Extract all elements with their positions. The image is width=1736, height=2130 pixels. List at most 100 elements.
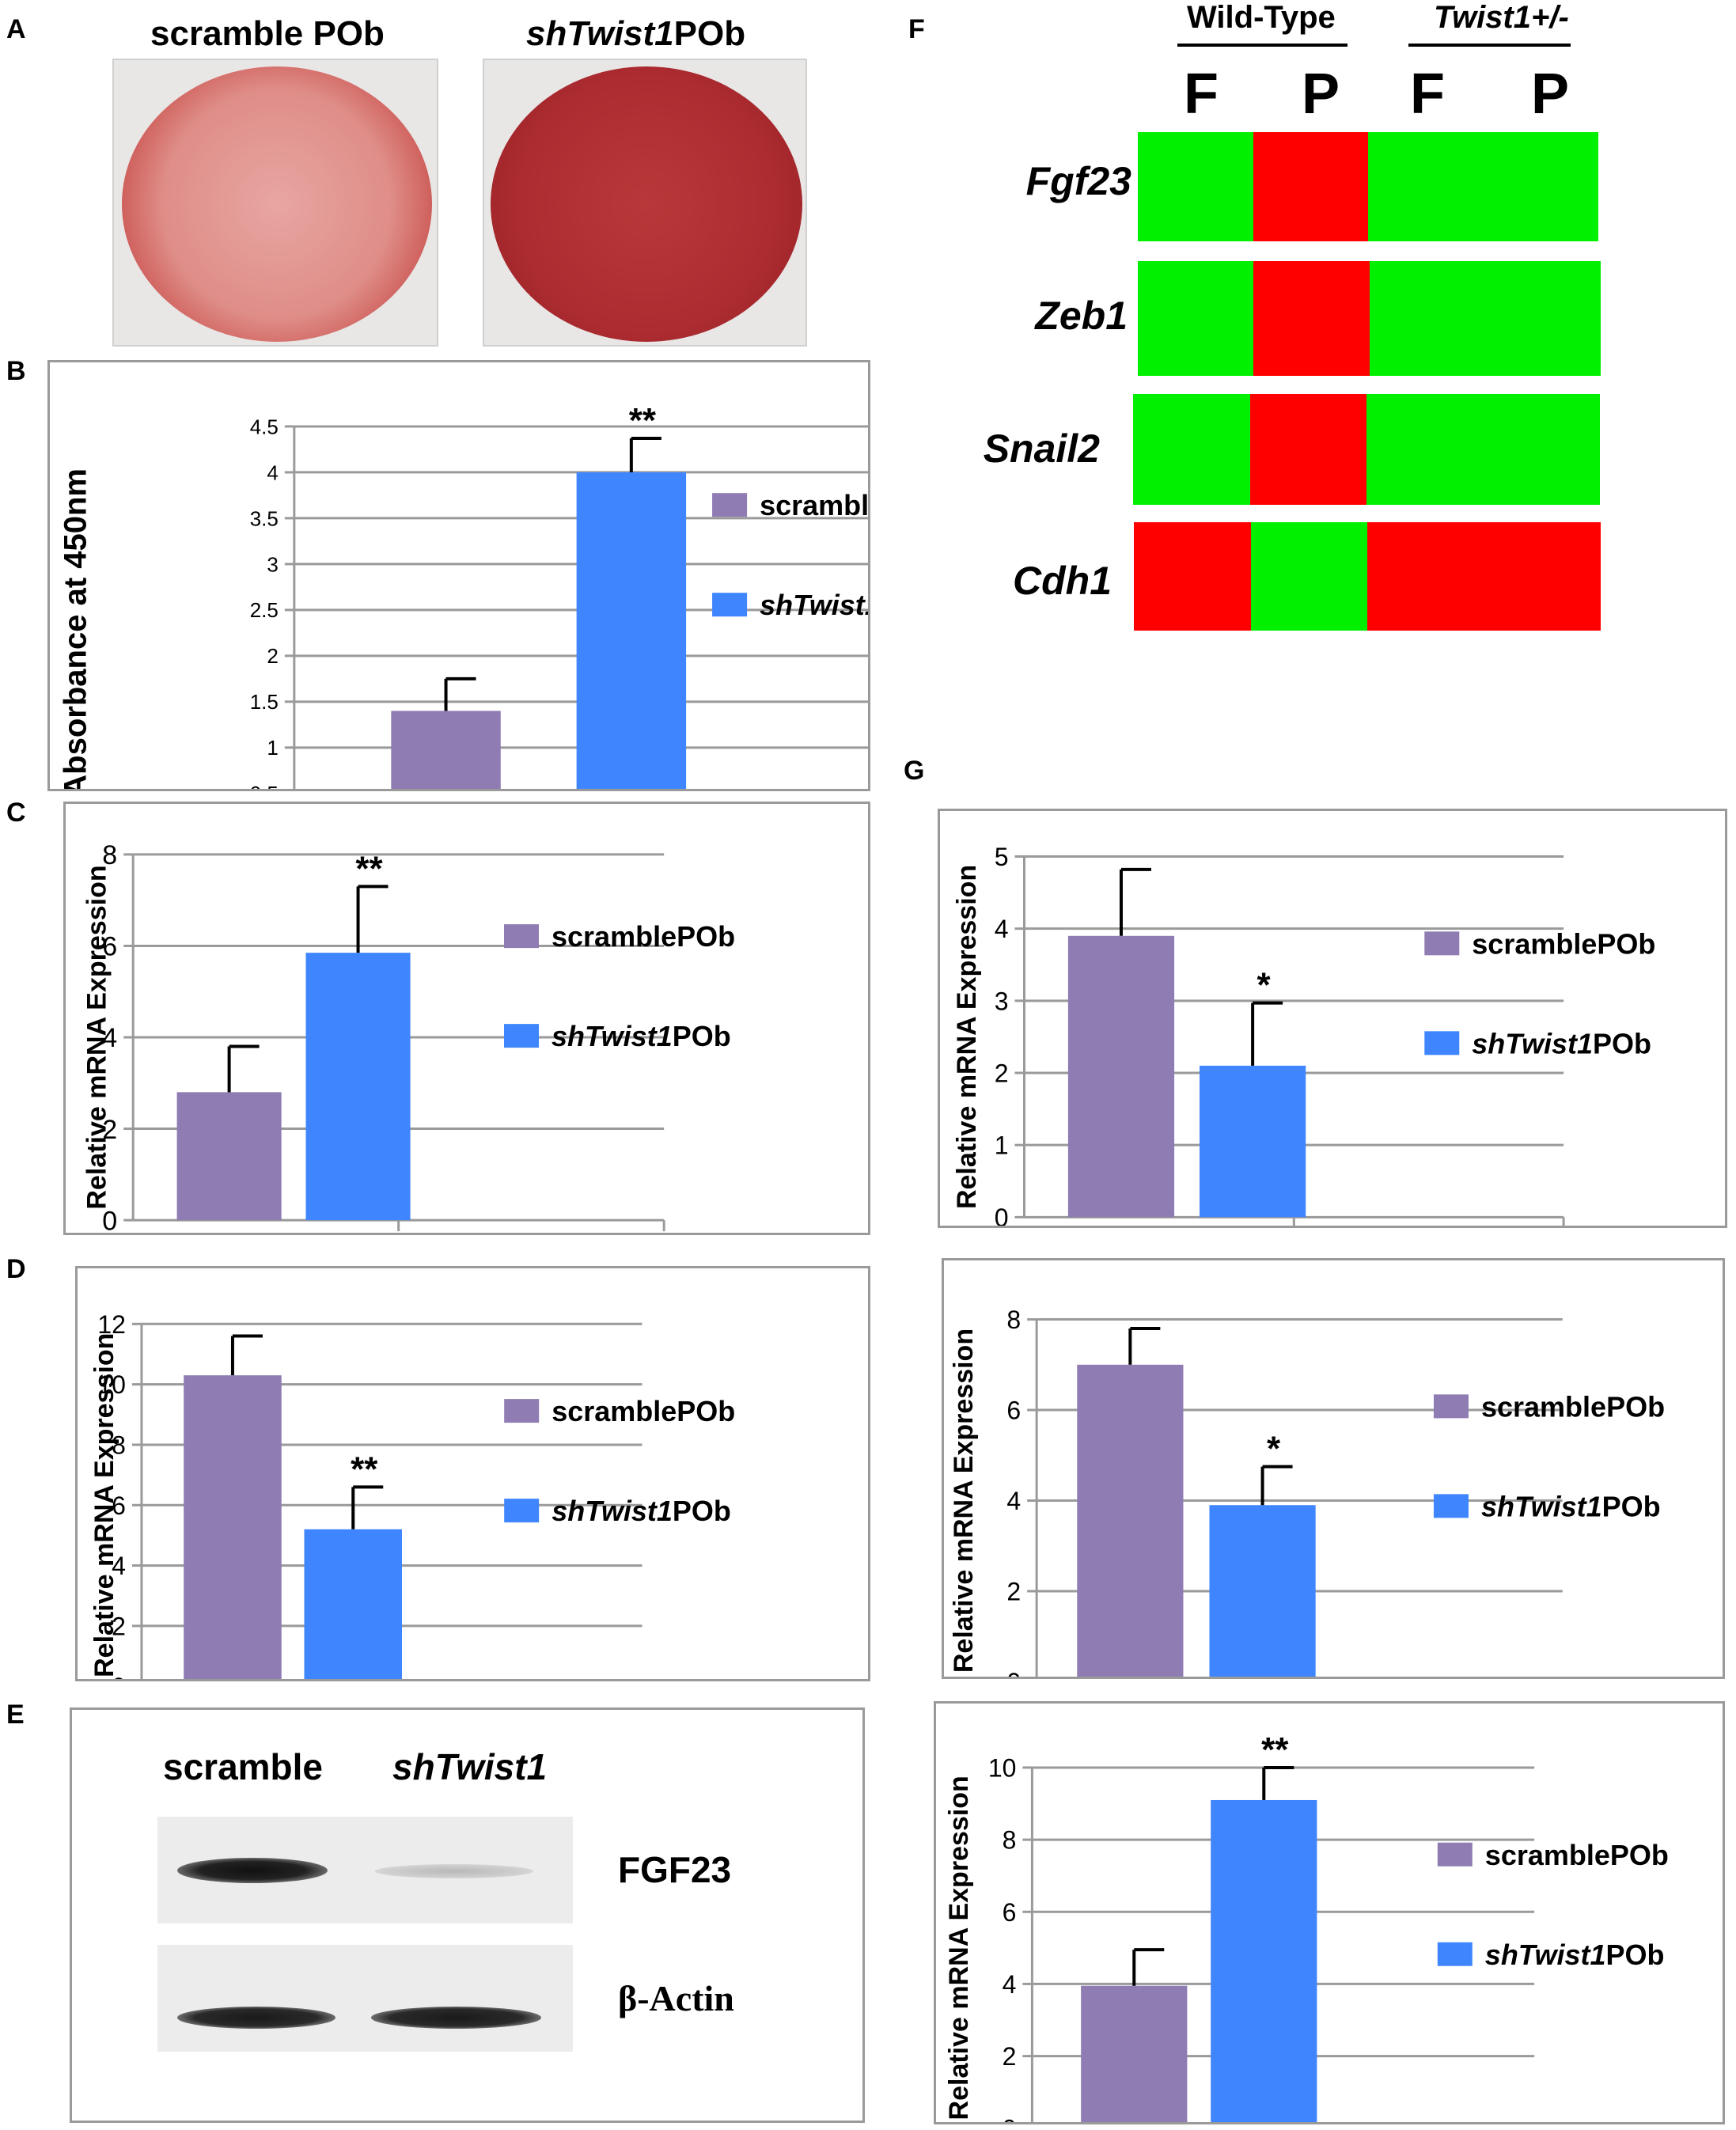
- panel-g-zeb: 0 2 4 6 8 scramblePOb * shTwist1POb Relative mRN…: [942, 1258, 1725, 1751]
- legend-label: scramblePOb: [1472, 927, 1655, 960]
- chart-g-cdh1: 0 2 4 6 8 10 scramblePOb ** shTwist1POb Relative …: [944, 1730, 1669, 2130]
- heatmap-cell: [1483, 132, 1598, 241]
- heatmap-cell: [1367, 522, 1484, 631]
- y-tick-label: 4: [112, 1552, 126, 1580]
- y-tick-label: 2: [995, 1059, 1009, 1088]
- y-tick-label: 6: [1003, 1898, 1017, 1927]
- y-tick-label: 0: [995, 1203, 1009, 1226]
- y-tick-label: 6: [102, 932, 117, 962]
- dish-title-shtwist1: shTwist1POb: [526, 14, 746, 53]
- y-tick-label: 8: [102, 840, 117, 870]
- legend-swatch-scramble: [1433, 1394, 1469, 1419]
- y-tick-label: 4: [1006, 1487, 1021, 1515]
- heatmap-cell: [1134, 522, 1251, 631]
- stained-dish-shtwist1: [491, 66, 802, 342]
- y-tick-label: 2: [1006, 1578, 1021, 1606]
- dish-frame-scramble: [112, 59, 438, 347]
- heatmap-row: [1138, 132, 1598, 241]
- legend-label: shTwist1POb: [760, 589, 868, 621]
- band-fgf23-shtwist1: [375, 1864, 533, 1878]
- significance-mark: **: [1261, 1730, 1289, 1769]
- y-tick-label: 8: [1003, 1826, 1017, 1855]
- lane-label-scramble: scramble: [163, 1746, 324, 1787]
- legend-label: shTwist1POb: [1481, 1490, 1661, 1522]
- panel-label-g: G: [904, 756, 925, 786]
- y-tick-label: 3.5: [250, 506, 279, 530]
- panel-label-c: C: [6, 798, 26, 828]
- band-actin-scramble: [177, 2007, 335, 2029]
- legend-swatch-scramble: [1437, 1842, 1473, 1867]
- panel-g-cdh1: 0 2 4 6 8 10 scramblePOb ** shTwist1POb Relative …: [934, 1701, 1725, 2130]
- bar-shtwist1: [1211, 1799, 1317, 2128]
- column-label-wt-f: F: [1184, 63, 1219, 126]
- y-axis-label: Relative mRNA Expression: [949, 1328, 979, 1673]
- group-line-wildtype: [1177, 44, 1347, 47]
- group-label-wildtype: Wild-Type: [1187, 0, 1336, 35]
- heatmap-row-label: Zeb1: [1035, 294, 1128, 338]
- legend-label: scramblePOb: [552, 920, 735, 953]
- panel-d: 024681012scramblePOb**shTwist1PObRelativ…: [75, 1266, 870, 1755]
- legend-swatch-shtwist1: [1437, 1942, 1473, 1966]
- heatmap-cell: [1369, 261, 1485, 376]
- heatmap-cell: [1368, 132, 1484, 241]
- y-tick-label: 8: [112, 1431, 126, 1459]
- heatmap-row-label: Snail2: [983, 426, 1100, 471]
- bar-shtwist1: [304, 1529, 403, 1687]
- protein-label-fgf23: FGF23: [618, 1849, 732, 1890]
- legend-label: scramblePOb: [1481, 1390, 1665, 1423]
- legend-swatch-shtwist1: [712, 593, 748, 617]
- bar-scramble: [176, 1092, 282, 1221]
- legend-swatch-shtwist1: [504, 1499, 540, 1523]
- heatmap-row-label: Cdh1: [1013, 559, 1112, 603]
- legend-swatch-scramble: [504, 1399, 540, 1423]
- chart-c: 0 2 4 6 8 scramblePOb ** shTwist1POb Relative mR…: [82, 840, 735, 1289]
- y-tick-label: 2: [1003, 2042, 1017, 2071]
- legend-label: scramblePOb: [760, 489, 868, 521]
- bar-shtwist1: [576, 472, 687, 839]
- heatmap-cell: [1253, 132, 1368, 241]
- panel-label-a: A: [6, 14, 26, 44]
- y-axis-label: Absorbance at 450nm: [58, 468, 93, 789]
- group-label-twist1-het: Twist1+/-: [1434, 0, 1569, 35]
- y-tick-label: 2: [102, 1115, 117, 1145]
- bar-scramble: [184, 1375, 282, 1687]
- y-axis-label: Relative mRNA Expression: [82, 865, 112, 1209]
- chart-g-snail2: 0 1 2 3 4 5 scramblePOb * shTwist1POb Relative mR…: [952, 843, 1655, 1286]
- legend-swatch-shtwist1: [1433, 1494, 1469, 1518]
- heatmap-cell: [1250, 522, 1367, 631]
- y-tick-label: 0: [1006, 1668, 1021, 1677]
- stained-dish-scramble: [122, 66, 432, 342]
- y-axis-label: Relative mRNA Expression: [952, 865, 982, 1209]
- protein-label-actin: β-Actin: [618, 1978, 734, 2018]
- column-label-het-p: P: [1531, 63, 1570, 126]
- bar-shtwist1: [1209, 1505, 1316, 1682]
- y-tick-label: 2: [267, 644, 278, 668]
- significance-mark: **: [355, 849, 383, 888]
- bar-shtwist1: [1200, 1065, 1306, 1218]
- chart-d: 024681012scramblePOb**shTwist1PObRelativ…: [89, 1310, 735, 1755]
- legend-label: shTwist1POb: [1472, 1027, 1651, 1059]
- legend-swatch-scramble: [504, 924, 540, 949]
- y-tick-label: 4: [102, 1023, 117, 1053]
- column-label-het-f: F: [1410, 63, 1445, 126]
- chart-b: 00.511.522.533.544.5scramblePOb**shTwist…: [58, 401, 1012, 851]
- y-tick-label: 2: [112, 1612, 126, 1640]
- blot-fgf23: [157, 1817, 573, 1923]
- legend-swatch-shtwist1: [504, 1024, 540, 1048]
- legend-swatch-scramble: [712, 493, 748, 517]
- panel-label-b: B: [6, 356, 26, 386]
- y-tick-label: 3: [995, 987, 1009, 1015]
- legend-swatch-shtwist1: [1424, 1031, 1460, 1056]
- panel-e: scramble shTwist1 FGF23 β-Actin: [70, 1707, 865, 2123]
- blot-actin: [157, 1945, 573, 2052]
- y-axis-label: Relative mRNA Expression: [89, 1333, 119, 1677]
- y-tick-label: 1.5: [250, 690, 279, 714]
- panel-label-e: E: [6, 1700, 25, 1730]
- heatmap-row: [1138, 261, 1601, 376]
- y-tick-label: 4: [267, 460, 278, 484]
- panel-c: 0 2 4 6 8 scramblePOb ** shTwist1POb Relative mR…: [63, 802, 870, 1289]
- band-actin-shtwist1: [371, 2007, 541, 2029]
- bar-scramble: [1067, 935, 1175, 1218]
- panel-label-f: F: [908, 14, 925, 44]
- significance-mark: *: [1267, 1430, 1281, 1469]
